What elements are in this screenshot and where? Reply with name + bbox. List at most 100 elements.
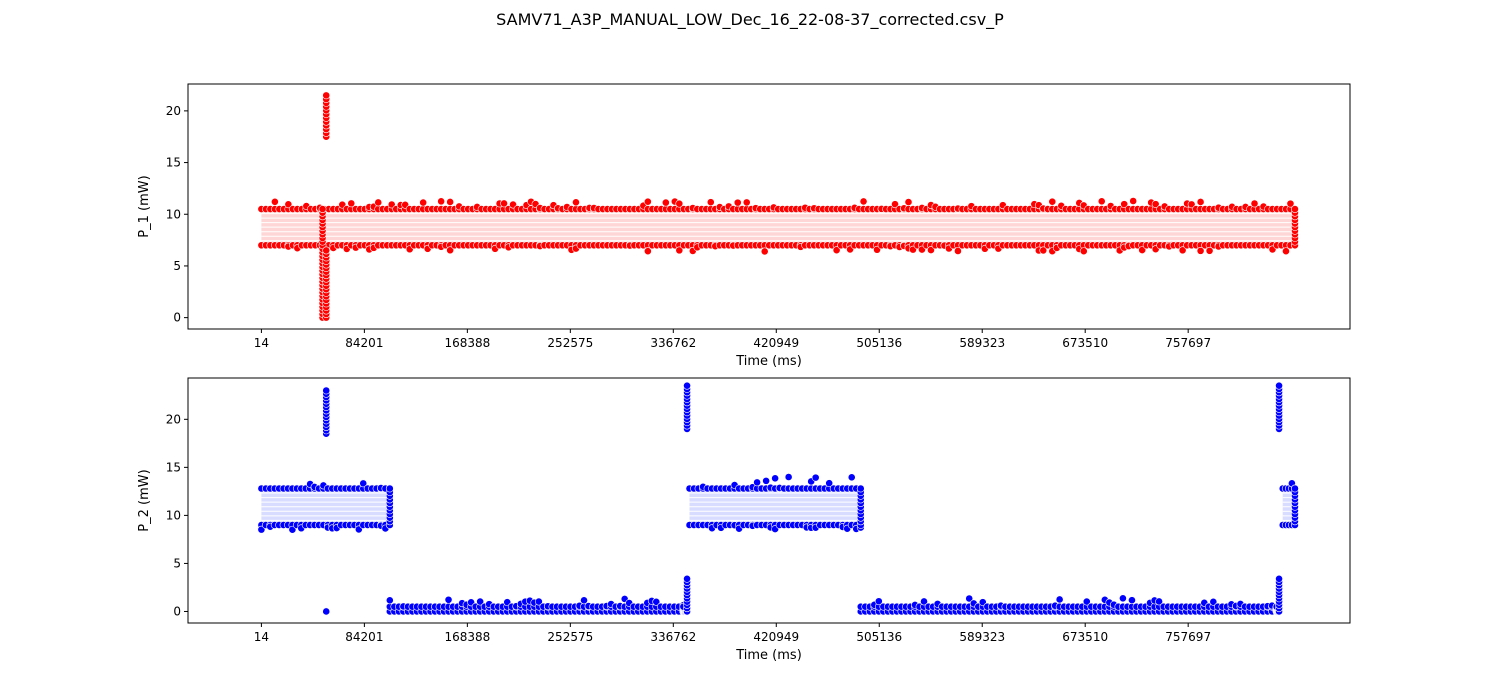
data-point [1205,246,1214,255]
x-tick-label: 420949 [753,630,799,644]
data-point [1039,246,1048,255]
data-band-0 [257,197,1299,256]
plot-area [257,381,1299,616]
data-point [284,200,293,209]
data-point [1275,574,1283,583]
data-point [1275,381,1283,390]
y-tick-label: 0 [173,311,181,325]
data-point [753,478,761,487]
spike-0 [322,386,331,438]
data-point [1196,246,1205,255]
x-tick-label: 168388 [444,336,490,350]
data-point [322,91,331,100]
data-point [322,607,331,616]
data-point [1048,197,1057,206]
x-tick-label: 673510 [1062,630,1108,644]
chart-panel-p2: 14 84201 168388 252575 336762 420949 505136 589… [137,377,1351,663]
data-point [444,595,453,604]
data-point [825,479,834,488]
x-tick-label: 757697 [1165,630,1211,644]
data-point [1187,200,1196,209]
data-point [742,198,751,207]
data-point [1178,246,1187,255]
data-point [1155,597,1163,606]
data-band-4 [1278,479,1299,529]
data-point [1120,200,1129,209]
data-point [419,198,428,207]
x-tick-label: 589323 [959,630,1005,644]
axes-frame [187,377,1351,624]
x-tick-label: 757697 [1165,336,1211,350]
data-point [683,381,691,390]
spike-2 [322,246,331,322]
y-tick-label: 15 [166,156,181,170]
data-point [1138,246,1147,254]
y-tick-label: 5 [173,259,181,273]
x-tick-label: 336762 [650,336,696,350]
data-point [891,200,899,209]
data-point [661,198,670,207]
plot-area [257,91,1299,322]
data-point [760,247,769,256]
x-tick-label: 589323 [959,336,1005,350]
data-point [784,473,793,481]
data-band-0 [257,479,394,534]
data-point [1282,247,1290,256]
data-point [859,197,868,206]
y-tick-label: 20 [166,104,181,118]
data-point [1209,597,1218,606]
data-point [683,574,691,583]
y-axis-label: P_1 (mW) [137,175,152,237]
data-point [446,198,455,206]
data-point [675,199,684,208]
axes-frame [187,83,1351,330]
data-point [904,198,913,207]
figure-title: SAMV71_A3P_MANUAL_LOW_Dec_16_22-08-37_co… [496,10,1004,29]
data-point [1082,597,1091,606]
data-band-3 [856,594,1281,616]
data-point [675,246,684,255]
data-point [572,198,580,207]
data-point [965,594,974,603]
x-axis-label: Time (ms) [735,354,802,369]
spike-4 [1275,381,1283,433]
data-point [920,597,928,606]
data-point [1291,484,1299,493]
data-point [771,474,780,483]
data-point [847,473,856,482]
data-point [652,597,661,606]
data-point [437,197,446,206]
spike-5 [1275,574,1283,616]
data-point [534,597,543,606]
data-point [643,197,652,206]
data-point [1250,199,1259,208]
data-point [1055,595,1064,604]
data-point [927,246,935,254]
data-point [1151,200,1160,209]
y-tick-label: 0 [173,604,181,618]
x-tick-label: 673510 [1062,336,1108,350]
data-point [832,246,841,255]
data-point [500,199,508,208]
x-tick-label: 168388 [444,630,490,644]
x-tick-label: 14 [254,336,269,350]
data-point [1119,594,1127,603]
data-point [643,247,652,256]
x-tick-label: 420949 [753,336,799,350]
spike-3 [683,574,691,616]
data-point [856,484,865,493]
x-tick-label: 84201 [345,336,383,350]
y-axis-label: P_2 (mW) [137,469,152,531]
y-tick-label: 10 [166,508,181,522]
data-point [811,473,820,482]
data-point [733,198,742,207]
data-point [322,246,331,255]
data-band-2 [685,473,865,533]
data-point [1286,199,1295,208]
data-point [954,247,962,255]
x-tick-label: 505136 [856,630,902,644]
x-tick-label: 84201 [345,630,383,644]
data-point [446,246,455,255]
x-tick-label: 505136 [856,336,902,350]
